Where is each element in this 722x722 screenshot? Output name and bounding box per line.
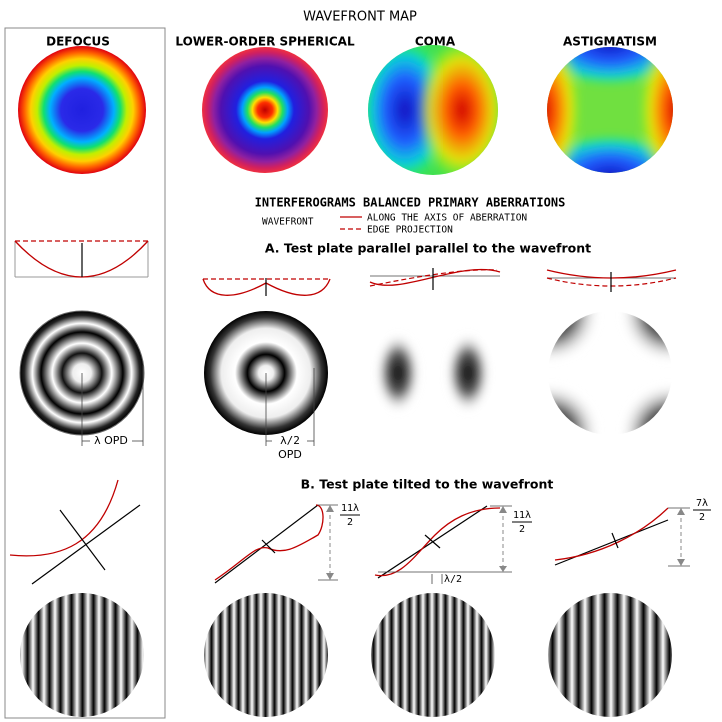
spherical-map xyxy=(202,47,328,173)
defocus-map xyxy=(18,46,146,174)
title: WAVEFRONT MAP xyxy=(303,10,417,25)
astigmatism-map xyxy=(547,47,673,173)
fringe-spacing: λ/2 xyxy=(444,574,462,585)
coma-tilt-fringes xyxy=(371,593,495,717)
legend-item: EDGE PROJECTION xyxy=(367,225,453,236)
opd-fraction: 11λ xyxy=(513,510,531,521)
opd-fraction: 2 xyxy=(347,517,353,528)
column-header: ASTIGMATISM xyxy=(563,35,657,49)
opd-fraction: 2 xyxy=(519,524,525,535)
defocus-tilt-fringes xyxy=(20,593,144,717)
opd-markers xyxy=(81,365,315,446)
column-header: COMA xyxy=(415,35,456,49)
section-b-title: B. Test plate tilted to the wavefront xyxy=(301,477,554,492)
opd-fraction: 7λ xyxy=(696,498,708,509)
astigmatism-tilt-fringes xyxy=(548,593,672,717)
column-header: LOWER-ORDER SPHERICAL xyxy=(175,35,355,49)
opd-label: λ OPD xyxy=(94,434,128,447)
section-a-title: A. Test plate parallel parallel to the w… xyxy=(265,241,591,256)
opd-label: λ/2 xyxy=(280,434,300,447)
defocus-panel xyxy=(4,27,166,719)
spherical-tilt-fringes xyxy=(204,593,328,717)
coma-tilt-profile xyxy=(374,505,512,584)
defocus-profile xyxy=(14,240,149,278)
spherical-profile xyxy=(202,278,331,296)
coma-fringes xyxy=(370,310,496,436)
astigmatism-tilt-profile xyxy=(554,507,690,567)
legend-label: WAVEFRONT xyxy=(262,217,314,228)
opd-fraction: 2 xyxy=(699,512,705,523)
legend-item: ALONG THE AXIS OF ABERRATION xyxy=(367,213,527,224)
spherical-tilt-profile xyxy=(214,504,338,584)
section-title: INTERFEROGRAMS BALANCED PRIMARY ABERRATI… xyxy=(255,196,566,210)
astigmatism-fringes xyxy=(548,311,672,435)
coma-profile xyxy=(369,268,501,290)
coma-map xyxy=(368,45,498,175)
defocus-tilt-profile xyxy=(9,479,141,585)
column-header: DEFOCUS xyxy=(46,35,110,49)
opd-label: OPD xyxy=(278,448,302,461)
opd-fraction: 11λ xyxy=(341,503,359,514)
astigmatism-profile xyxy=(546,269,677,292)
